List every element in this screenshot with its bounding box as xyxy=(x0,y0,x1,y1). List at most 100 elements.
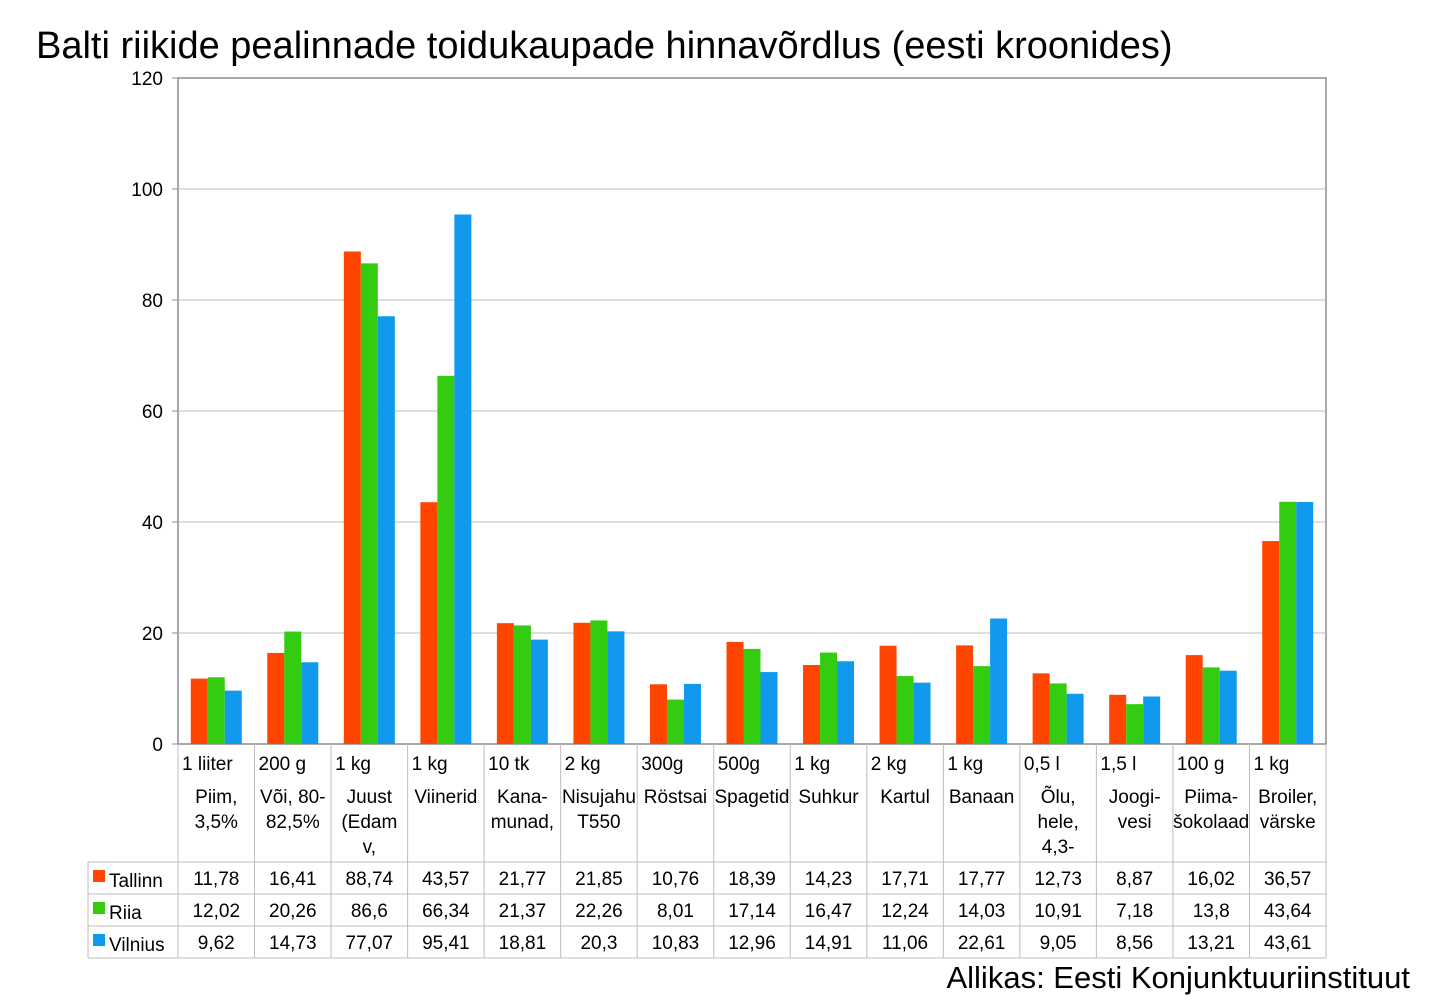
category-name-label: Banaan xyxy=(949,787,1015,808)
chart-title: Balti riikide pealinnade toidukaupade hi… xyxy=(36,25,1173,67)
data-value-label: 36,57 xyxy=(1264,869,1312,890)
bar-vilnius xyxy=(301,662,319,744)
bar-vilnius xyxy=(913,682,931,744)
bar-riia xyxy=(820,652,838,744)
bar-tallinn xyxy=(1185,655,1203,744)
category-name-label: 3,5% xyxy=(195,812,238,833)
data-value-label: 10,91 xyxy=(1034,901,1082,922)
category-name-label: värske xyxy=(1260,812,1316,833)
category-name-label: v, xyxy=(363,837,376,858)
category-unit-label: 1 kg xyxy=(794,754,830,775)
category-name-label: Joogi- xyxy=(1109,787,1161,808)
category-name-label: šokolaad xyxy=(1173,812,1249,833)
data-value-label: 10,76 xyxy=(652,869,700,890)
y-tick-label: 20 xyxy=(142,624,163,645)
data-value-label: 16,47 xyxy=(805,901,853,922)
bar-riia xyxy=(1049,683,1067,744)
category-name-label: munad, xyxy=(491,812,554,833)
y-tick-label: 100 xyxy=(131,180,163,201)
bar-riia xyxy=(896,676,914,744)
category-name-label: Spagetid xyxy=(714,787,789,808)
category-name-label: Kana- xyxy=(497,787,548,808)
data-value-label: 77,07 xyxy=(346,933,394,954)
bar-riia xyxy=(437,375,455,744)
bar-tallinn xyxy=(190,678,208,744)
data-value-label: 86,6 xyxy=(351,901,388,922)
bar-tallinn xyxy=(267,652,285,744)
bar-tallinn xyxy=(879,645,897,744)
category-unit-label: 1 kg xyxy=(412,754,448,775)
data-value-label: 22,61 xyxy=(958,933,1006,954)
data-value-label: 17,14 xyxy=(728,901,776,922)
data-value-label: 10,83 xyxy=(652,933,700,954)
data-value-label: 12,96 xyxy=(728,933,776,954)
data-value-label: 12,24 xyxy=(881,901,929,922)
data-value-label: 14,73 xyxy=(269,933,317,954)
data-value-label: 12,02 xyxy=(192,901,240,922)
legend-label: Riia xyxy=(109,903,142,924)
category-name-label: hele, xyxy=(1038,812,1079,833)
source-note: Allikas: Eesti Konjunktuuriinstituut xyxy=(946,960,1410,995)
category-name-label: Piima- xyxy=(1184,787,1238,808)
bar-vilnius xyxy=(377,316,395,744)
bar-riia xyxy=(207,677,225,744)
data-value-label: 17,71 xyxy=(881,869,929,890)
data-value-label: 20,3 xyxy=(580,933,617,954)
category-unit-label: 1 kg xyxy=(947,754,983,775)
bar-vilnius xyxy=(454,214,472,745)
category-unit-label: 100 g xyxy=(1177,754,1225,775)
data-value-label: 9,05 xyxy=(1040,933,1077,954)
data-value-label: 8,56 xyxy=(1116,933,1153,954)
bar-vilnius xyxy=(224,690,242,744)
y-tick-label: 40 xyxy=(142,513,163,534)
bar-vilnius xyxy=(1219,670,1237,744)
category-unit-label: 500g xyxy=(718,754,760,775)
data-value-label: 14,91 xyxy=(805,933,853,954)
category-unit-label: 0,5 l xyxy=(1024,754,1060,775)
data-value-label: 9,62 xyxy=(198,933,235,954)
category-unit-label: 1,5 l xyxy=(1100,754,1136,775)
bar-vilnius xyxy=(837,661,855,744)
bar-riia xyxy=(284,631,302,744)
data-value-label: 8,87 xyxy=(1116,869,1153,890)
category-name-label: Viinerid xyxy=(414,787,477,808)
legend-label: Tallinn xyxy=(109,871,163,892)
bar-riia xyxy=(1279,501,1297,744)
category-name-label: Piim, xyxy=(195,787,237,808)
data-value-label: 18,39 xyxy=(728,869,776,890)
category-name-label: Või, 80- xyxy=(260,787,325,808)
data-value-label: 13,21 xyxy=(1187,933,1235,954)
y-tick-label: 60 xyxy=(142,402,163,423)
category-unit-label: 200 g xyxy=(259,754,307,775)
data-value-label: 66,34 xyxy=(422,901,470,922)
bar-tallinn xyxy=(573,622,591,744)
category-name-label: Õlu, xyxy=(1041,786,1076,808)
category-name-label: vesi xyxy=(1118,812,1152,833)
bar-tallinn xyxy=(343,251,361,745)
bar-vilnius xyxy=(760,672,778,744)
category-name-label: Kartul xyxy=(880,787,930,808)
data-value-label: 14,23 xyxy=(805,869,853,890)
bar-vilnius xyxy=(1296,501,1314,744)
bar-riia xyxy=(1126,704,1144,744)
data-value-label: 16,41 xyxy=(269,869,317,890)
category-name-label: Broiler, xyxy=(1258,787,1317,808)
bar-tallinn xyxy=(1262,541,1280,744)
data-value-label: 21,85 xyxy=(575,869,623,890)
category-unit-label: 2 kg xyxy=(871,754,907,775)
bar-vilnius xyxy=(683,683,701,744)
data-table: 1 liiter Piim, 3,5% 200 g Või, 80- 82,5% 1 kg J… xyxy=(87,744,1327,959)
category-unit-label: 2 kg xyxy=(565,754,601,775)
bar-riia xyxy=(513,625,531,744)
data-value-label: 43,64 xyxy=(1264,901,1312,922)
bar-tallinn xyxy=(420,502,438,744)
y-axis: 0 20 40 60 80 100 120 xyxy=(131,69,178,756)
data-value-label: 17,77 xyxy=(958,869,1006,890)
category-unit-label: 1 liiter xyxy=(182,754,233,775)
category-unit-label: 1 kg xyxy=(335,754,371,775)
data-value-label: 21,77 xyxy=(499,869,547,890)
category-name-label: Röstsai xyxy=(644,787,707,808)
data-value-label: 11,06 xyxy=(882,933,928,954)
bar-vilnius xyxy=(530,639,548,744)
